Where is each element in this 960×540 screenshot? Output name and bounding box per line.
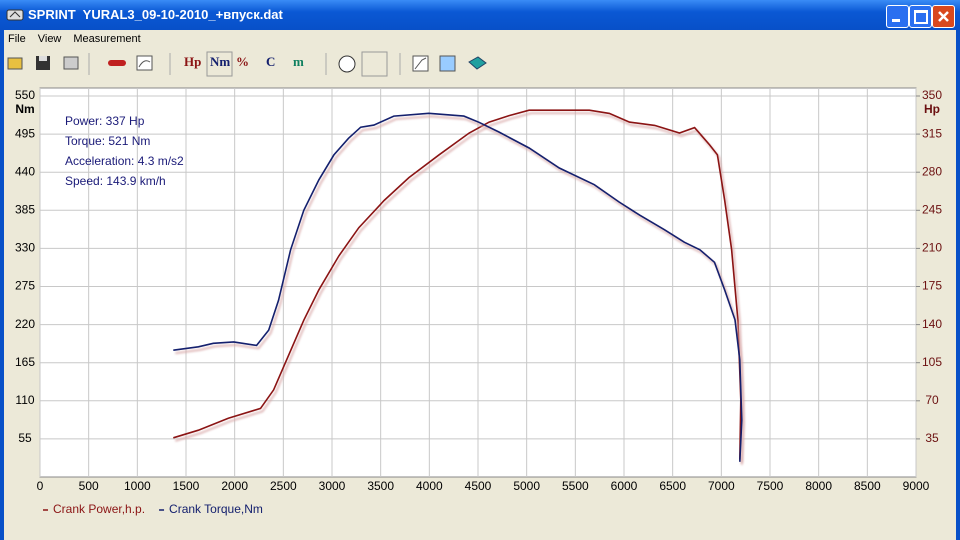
y2-tick-label: 140 bbox=[922, 317, 942, 331]
frame bbox=[0, 30, 4, 540]
x-tick-label: 0 bbox=[37, 479, 44, 493]
window-title: SPRINT YURAL3_09-10-2010_+впуск.dat bbox=[28, 7, 283, 22]
y-tick-label: 110 bbox=[15, 393, 34, 407]
app-icon bbox=[6, 9, 24, 21]
toolbar-icons bbox=[7, 51, 487, 77]
x-tick-label: 3500 bbox=[367, 479, 394, 493]
x-tick-label: 4500 bbox=[465, 479, 492, 493]
x-tick-label: 7500 bbox=[757, 479, 784, 493]
x-tick-label: 8500 bbox=[854, 479, 881, 493]
y-tick-label: 330 bbox=[15, 241, 35, 255]
toolbar-button[interactable]: Hp bbox=[184, 54, 202, 69]
y2-tick-label: 350 bbox=[922, 88, 942, 102]
menu-item[interactable]: View bbox=[37, 33, 62, 45]
menu-bar: File View Measurement bbox=[4, 30, 141, 48]
title-bar: SPRINT YURAL3_09-10-2010_+впуск.dat bbox=[0, 0, 960, 30]
y2-tick-label: 280 bbox=[922, 164, 942, 178]
x-tick-label: 5000 bbox=[513, 479, 540, 493]
x-tick-label: 7000 bbox=[708, 479, 735, 493]
x-tick-label: 1500 bbox=[173, 479, 200, 493]
x-tick-label: 5500 bbox=[562, 479, 589, 493]
y2-tick-label: 175 bbox=[922, 279, 942, 293]
y-tick-label: 55 bbox=[18, 431, 32, 445]
y-tick-label: 495 bbox=[15, 126, 35, 140]
toolbar-button[interactable]: Nm bbox=[210, 54, 231, 69]
maximize-button[interactable] bbox=[909, 5, 932, 28]
x-tick-label: 4000 bbox=[416, 479, 443, 493]
y2-tick-label: 35 bbox=[925, 431, 939, 445]
y-tick-label: 550 bbox=[15, 88, 35, 102]
y2-tick-label: 210 bbox=[922, 241, 942, 255]
x-tick-label: 6500 bbox=[659, 479, 686, 493]
y-tick-label: 275 bbox=[15, 279, 35, 293]
info-text: Acceleration: 4.3 m/s2 bbox=[65, 154, 184, 168]
chart: Nm Hp 0 500 1000 1500 2000 2500 3000 3500 4000 45… bbox=[15, 87, 942, 516]
x-tick-label: 2000 bbox=[221, 479, 248, 493]
x-tick-label: 2500 bbox=[270, 479, 297, 493]
minimize-button[interactable] bbox=[886, 5, 909, 28]
info-text: Power: 337 Hp bbox=[65, 114, 145, 128]
toolbar-button[interactable]: % bbox=[236, 54, 249, 69]
frame bbox=[956, 30, 960, 540]
close-button[interactable] bbox=[932, 5, 955, 28]
y-tick-label: 440 bbox=[15, 164, 35, 178]
y2-tick-label: 70 bbox=[925, 393, 939, 407]
y-tick-label: 220 bbox=[15, 317, 35, 331]
menu-item[interactable]: Measurement bbox=[73, 33, 141, 45]
y2-axis-label: Hp bbox=[924, 102, 940, 116]
x-tick-label: 3000 bbox=[319, 479, 346, 493]
legend-label: Crank Power,h.p. bbox=[53, 502, 145, 516]
info-text: Speed: 143.9 km/h bbox=[65, 174, 166, 188]
x-tick-label: 9000 bbox=[903, 479, 930, 493]
line-series bbox=[173, 112, 743, 462]
info-text: Torque: 521 Nm bbox=[65, 134, 150, 148]
y-axis-label: Nm bbox=[15, 102, 34, 116]
x-tick-label: 8000 bbox=[805, 479, 832, 493]
y2-tick-label: 315 bbox=[922, 126, 942, 140]
line-series bbox=[173, 109, 742, 460]
y2-tick-label: 245 bbox=[922, 202, 942, 216]
x-tick-label: 1000 bbox=[124, 479, 151, 493]
y-tick-label: 385 bbox=[15, 202, 35, 216]
y-tick-label: 165 bbox=[15, 355, 35, 369]
menu-item[interactable]: File bbox=[8, 33, 26, 45]
toolbar-button[interactable]: C bbox=[266, 54, 276, 69]
x-tick-label: 6000 bbox=[611, 479, 638, 493]
y2-tick-label: 105 bbox=[922, 355, 942, 369]
legend-label: Crank Torque,Nm bbox=[169, 502, 263, 516]
toolbar-button[interactable]: m bbox=[293, 54, 304, 69]
x-tick-label: 500 bbox=[79, 479, 99, 493]
